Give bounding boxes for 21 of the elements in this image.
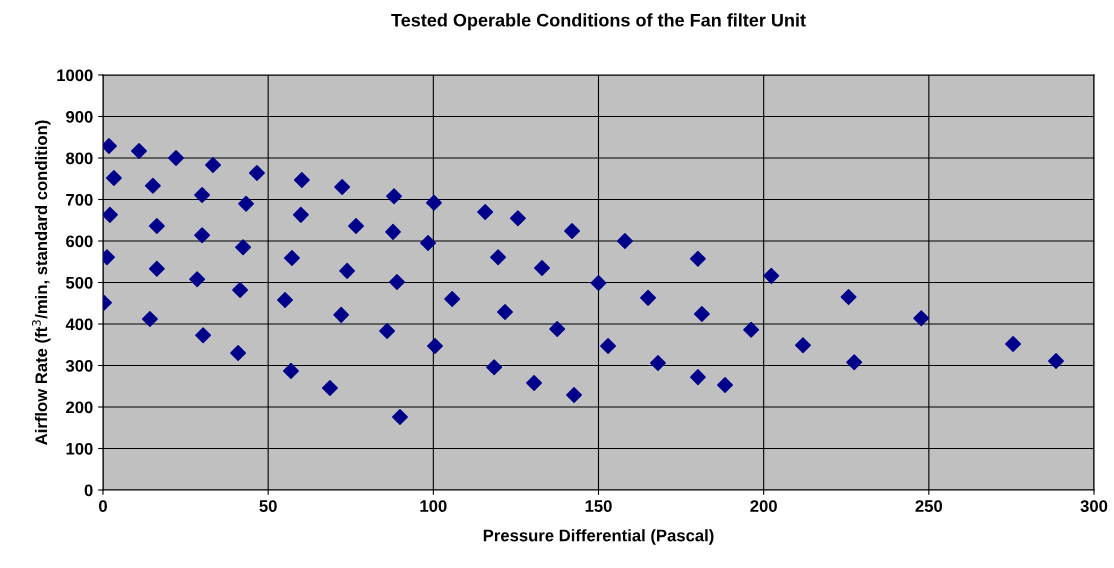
- x-tick-label: 250: [915, 500, 943, 512]
- y-tick-label: 600: [66, 235, 93, 248]
- y-tick-label: 700: [66, 193, 93, 206]
- y-tick-label: 300: [65, 359, 93, 372]
- x-tick-label: 200: [750, 500, 777, 512]
- y-tick-label: 500: [65, 276, 93, 289]
- y-tick-label: 800: [66, 152, 93, 165]
- x-tick-label: 150: [585, 500, 612, 512]
- x-tick-label: 100: [420, 500, 447, 512]
- y-tick-label: 900: [66, 110, 93, 123]
- y-axis-title: Airflow Rate (ft$^{3}$/min, standard condition): [31, 120, 51, 445]
- y-tick-label: 100: [66, 442, 93, 455]
- y-tick-label: 400: [65, 318, 93, 331]
- chart-title: Tested Operable Conditions of the Fan filter Unit: [391, 13, 806, 31]
- x-tick-label: 0: [99, 500, 107, 512]
- x-axis-title: Pressure Differential (Pascal): [483, 529, 714, 545]
- x-tick-label: 300: [1080, 500, 1108, 512]
- y-tick-label: 200: [66, 401, 93, 414]
- y-tick-label: 1000: [57, 69, 93, 82]
- x-tick-label: 50: [259, 500, 277, 512]
- y-tick-label: 0: [84, 484, 93, 497]
